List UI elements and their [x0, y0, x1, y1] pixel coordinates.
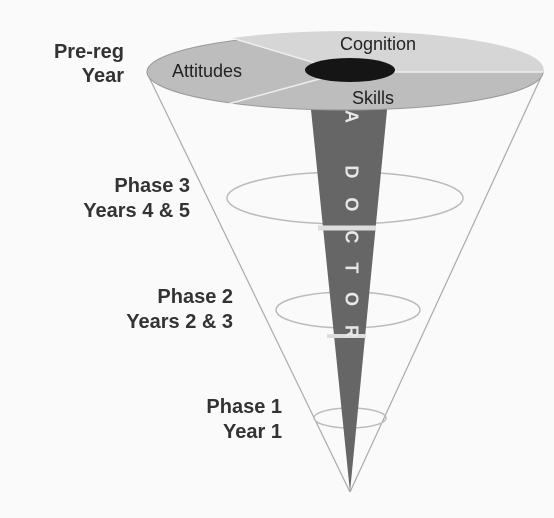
- domain-label: Attitudes: [172, 61, 242, 81]
- cone-diagram: A DOCTOR Cognition Attitudes Skills Pre-…: [0, 0, 554, 518]
- domain-label: Skills: [352, 88, 394, 108]
- level-label: Phase 1: [206, 396, 282, 418]
- domain-label: Cognition: [340, 34, 416, 54]
- level-label: Phase 3: [114, 175, 190, 197]
- level-label: Year 1: [223, 421, 282, 443]
- core-text: A DOCTOR: [341, 110, 361, 357]
- core-hub: [305, 58, 395, 82]
- level-label: Year: [82, 65, 124, 87]
- level-label: Years 2 & 3: [126, 311, 233, 333]
- level-label: Years 4 & 5: [83, 200, 190, 222]
- level-label: Phase 2: [157, 286, 233, 308]
- level-label: Pre-reg: [54, 41, 124, 63]
